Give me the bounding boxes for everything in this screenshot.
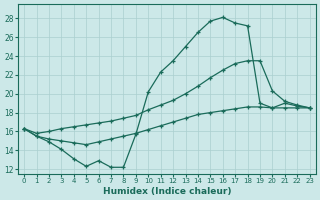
- X-axis label: Humidex (Indice chaleur): Humidex (Indice chaleur): [103, 187, 231, 196]
